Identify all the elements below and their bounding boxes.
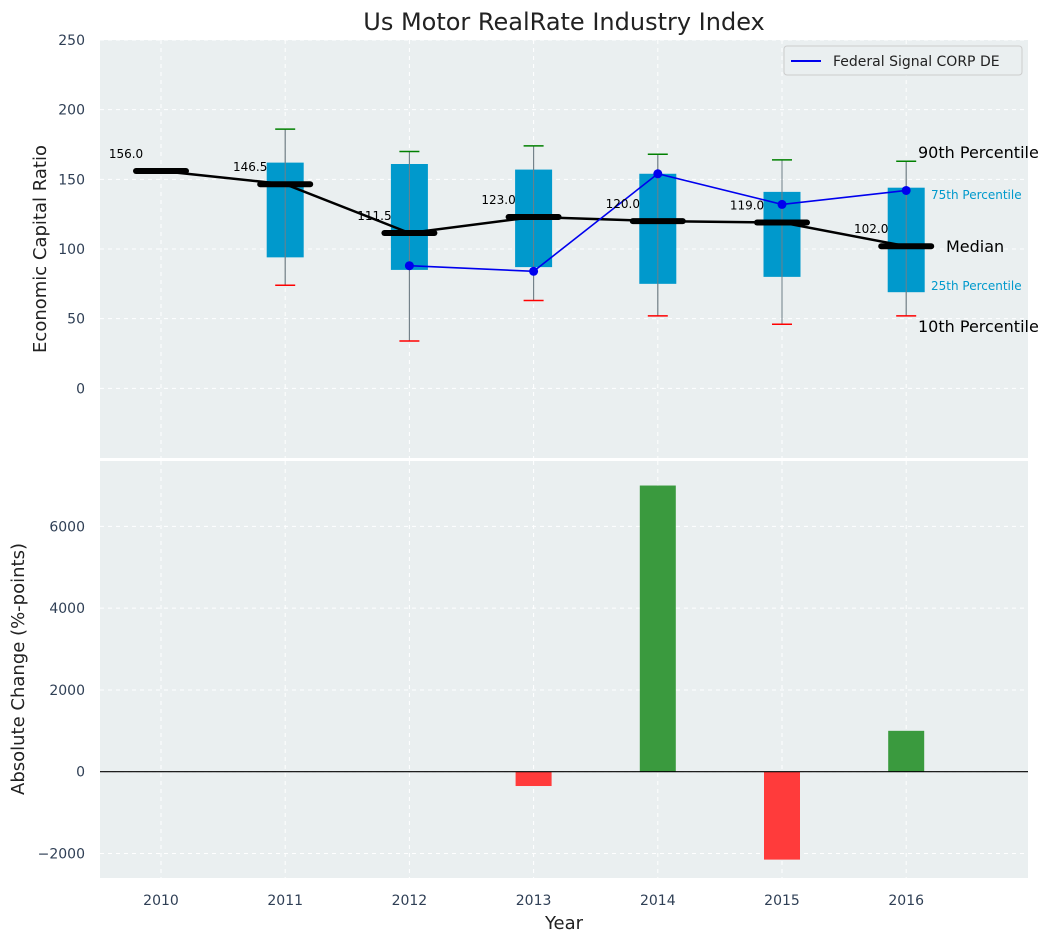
x-tick-label: 2010 [143, 893, 179, 909]
top-y-axis-label: Economic Capital Ratio [30, 145, 51, 353]
annotation-p25: 25th Percentile [931, 279, 1022, 293]
median-value-label: 111.5 [357, 209, 391, 223]
legend: Federal Signal CORP DE [783, 45, 1023, 76]
bottom-panel-background [100, 461, 1028, 878]
bottom-y-tick-label: 4000 [49, 601, 85, 617]
bottom-y-tick-label: 0 [76, 765, 85, 781]
x-ticks: 2010 2011 2012 2013 2014 2015 2016 [143, 893, 924, 909]
legend-box [783, 45, 1023, 76]
top-y-tick-label: 150 [58, 172, 85, 188]
company-point [404, 261, 414, 271]
median-value-labels: 156.0 146.5 111.5 123.0 120.0 119.0 102.0 [109, 147, 889, 236]
company-point [529, 266, 539, 276]
top-y-tick-label: 250 [58, 33, 85, 49]
bottom-y-tick-label: −2000 [38, 846, 85, 862]
median-value-label: 123.0 [481, 193, 515, 207]
x-tick-label: 2014 [640, 893, 676, 909]
median-value-label: 156.0 [109, 147, 143, 161]
x-tick-label: 2016 [888, 893, 924, 909]
bottom-y-tick-label: 6000 [49, 519, 85, 535]
top-panel: 0 50 100 150 200 250 156.0 146.5 111.5 123.0 120.… [30, 33, 1039, 458]
median-trend [133, 167, 935, 250]
change-bar [515, 771, 552, 787]
median-value-label: 146.5 [233, 160, 267, 174]
x-tick-label: 2015 [764, 893, 800, 909]
top-y-tick-label: 0 [76, 381, 85, 397]
median-value-label: 102.0 [854, 222, 888, 236]
annotation-p10: 10th Percentile [918, 317, 1039, 336]
box-plots [266, 128, 925, 342]
median-value-label: 119.0 [730, 199, 764, 213]
percentile-annotations: 90th Percentile 75th Percentile Median 2… [918, 143, 1039, 336]
x-tick-label: 2013 [516, 893, 552, 909]
company-point [901, 185, 911, 195]
company-point [777, 199, 787, 209]
top-y-ticks: 0 50 100 150 200 250 [58, 33, 85, 397]
top-y-tick-label: 200 [58, 103, 85, 119]
bottom-y-ticks: −2000 0 2000 4000 6000 [38, 519, 85, 862]
change-bar [639, 485, 676, 772]
company-series [404, 169, 911, 276]
change-bar [888, 730, 925, 772]
x-axis-label: Year [544, 913, 584, 934]
bottom-y-tick-label: 2000 [49, 683, 85, 699]
x-tick-label: 2011 [267, 893, 303, 909]
change-bars [515, 485, 925, 860]
median-value-label: 120.0 [606, 197, 640, 211]
annotation-p90: 90th Percentile [918, 143, 1039, 162]
top-y-tick-label: 50 [67, 312, 85, 328]
bottom-y-axis-label: Absolute Change (%-points) [8, 543, 29, 795]
annotation-p75: 75th Percentile [931, 188, 1022, 202]
legend-label: Federal Signal CORP DE [833, 54, 1000, 70]
chart-title: Us Motor RealRate Industry Index [363, 8, 765, 36]
x-tick-label: 2012 [392, 893, 428, 909]
change-bar [764, 771, 800, 860]
annotation-median: Median [946, 237, 1004, 256]
company-point [653, 169, 663, 179]
top-y-tick-label: 100 [58, 242, 85, 258]
